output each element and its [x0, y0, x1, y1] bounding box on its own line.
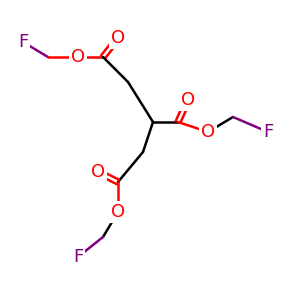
Text: F: F: [263, 123, 273, 141]
Text: F: F: [73, 248, 83, 266]
Text: F: F: [18, 33, 28, 51]
Text: O: O: [201, 123, 215, 141]
Text: O: O: [111, 203, 125, 221]
Text: O: O: [111, 29, 125, 47]
Text: O: O: [181, 91, 195, 109]
Text: O: O: [71, 48, 85, 66]
Text: O: O: [91, 163, 105, 181]
